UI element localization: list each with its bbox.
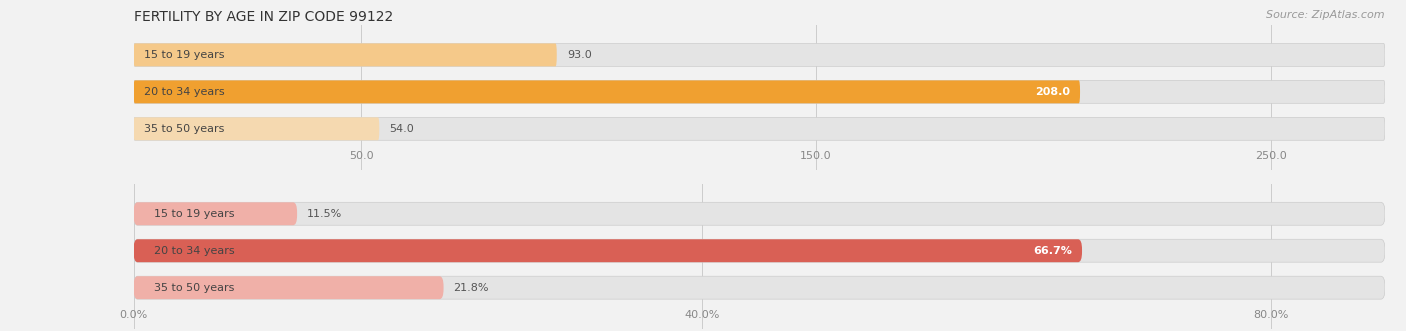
FancyBboxPatch shape xyxy=(134,43,1385,66)
Text: 66.7%: 66.7% xyxy=(1033,246,1071,256)
Text: 54.0: 54.0 xyxy=(389,124,413,134)
FancyBboxPatch shape xyxy=(134,118,380,140)
Text: 208.0: 208.0 xyxy=(1035,87,1070,97)
FancyBboxPatch shape xyxy=(134,80,1385,103)
Text: 15 to 19 years: 15 to 19 years xyxy=(155,209,235,219)
FancyBboxPatch shape xyxy=(134,239,1385,262)
Text: 21.8%: 21.8% xyxy=(454,283,489,293)
FancyBboxPatch shape xyxy=(134,202,1385,225)
Text: 20 to 34 years: 20 to 34 years xyxy=(145,87,225,97)
FancyBboxPatch shape xyxy=(134,276,443,299)
Text: 35 to 50 years: 35 to 50 years xyxy=(155,283,235,293)
Text: 35 to 50 years: 35 to 50 years xyxy=(145,124,225,134)
FancyBboxPatch shape xyxy=(134,276,1385,299)
FancyBboxPatch shape xyxy=(134,43,557,66)
Text: 11.5%: 11.5% xyxy=(307,209,342,219)
Text: 20 to 34 years: 20 to 34 years xyxy=(155,246,235,256)
FancyBboxPatch shape xyxy=(134,118,1385,140)
FancyBboxPatch shape xyxy=(134,202,297,225)
Text: 15 to 19 years: 15 to 19 years xyxy=(145,50,225,60)
Text: Source: ZipAtlas.com: Source: ZipAtlas.com xyxy=(1267,10,1385,20)
Text: FERTILITY BY AGE IN ZIP CODE 99122: FERTILITY BY AGE IN ZIP CODE 99122 xyxy=(134,10,392,24)
Text: 93.0: 93.0 xyxy=(567,50,592,60)
FancyBboxPatch shape xyxy=(134,80,1080,103)
FancyBboxPatch shape xyxy=(134,239,1083,262)
